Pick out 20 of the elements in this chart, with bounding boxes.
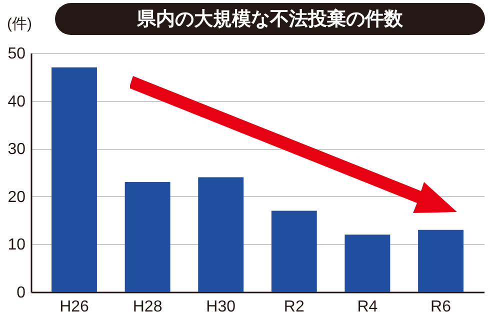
y-tick-label: 40 xyxy=(8,93,26,110)
y-tick-label: 10 xyxy=(8,236,26,254)
bar xyxy=(52,67,97,292)
x-tick-label: R4 xyxy=(357,298,378,316)
x-tick-label: H26 xyxy=(60,298,90,316)
bar xyxy=(271,210,317,292)
x-tick-label: H30 xyxy=(206,298,236,316)
y-tick-label: 0 xyxy=(16,284,26,302)
y-tick-label: 20 xyxy=(8,188,26,206)
x-tick-label: H28 xyxy=(132,298,162,316)
x-tick-label: R2 xyxy=(284,298,304,316)
chart-title: 県内の大規模な不法投棄の件数 xyxy=(55,3,485,35)
y-axis-title: (件) xyxy=(7,16,32,32)
bar xyxy=(124,182,170,292)
x-tick-label: R6 xyxy=(430,298,452,316)
y-tick-label: 30 xyxy=(8,141,26,158)
y-tick-label: 50 xyxy=(8,46,26,62)
bar xyxy=(198,177,244,292)
bar xyxy=(418,230,464,292)
bar xyxy=(344,234,390,292)
